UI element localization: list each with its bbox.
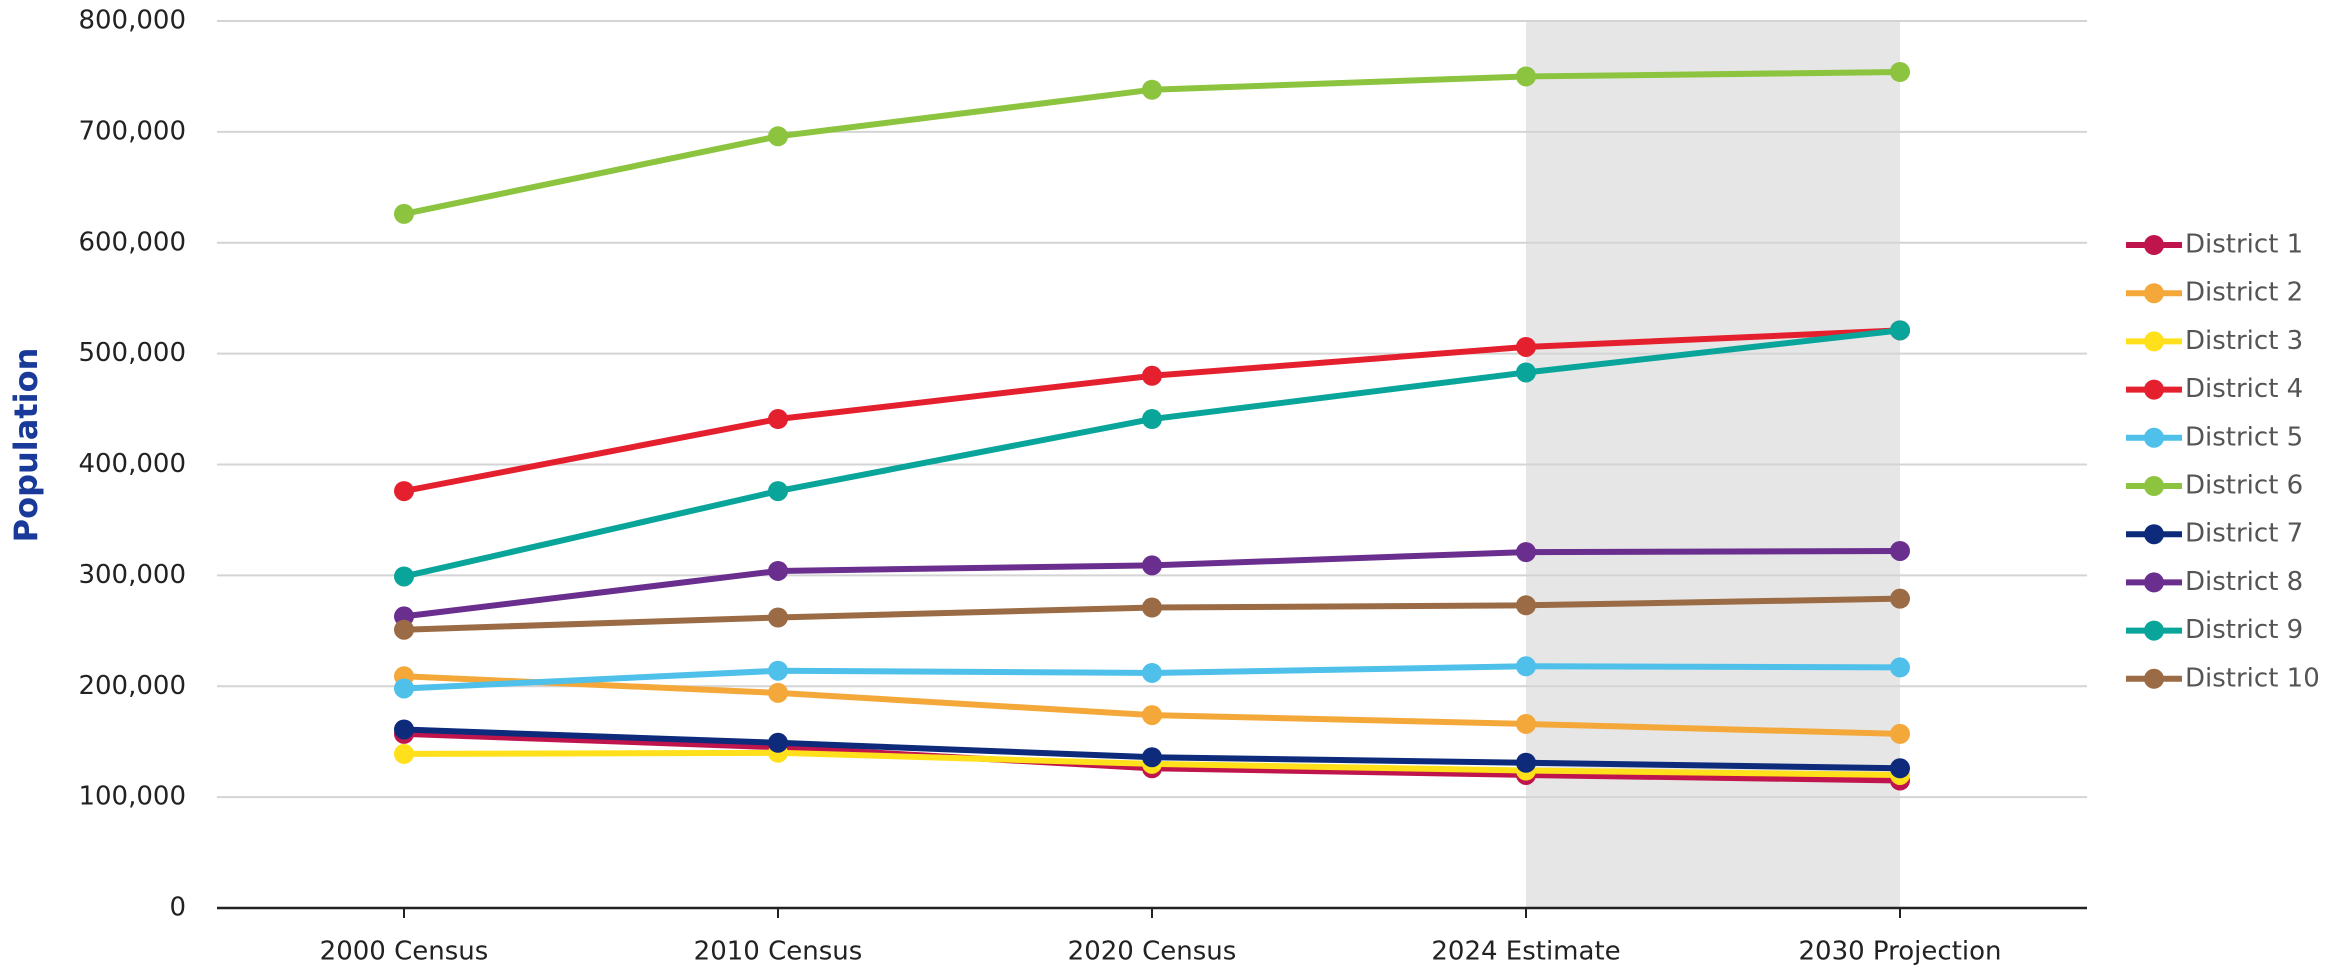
data-point — [394, 203, 414, 224]
data-point — [1142, 409, 1162, 430]
legend-label: District 5 — [2185, 422, 2303, 452]
legend-marker — [2144, 427, 2164, 448]
y-tick-label: 600,000 — [78, 227, 186, 257]
data-point — [1890, 588, 1910, 609]
legend-marker — [2144, 235, 2164, 255]
data-point — [768, 682, 788, 703]
legend-label: District 10 — [2185, 663, 2320, 693]
data-point — [1516, 66, 1536, 87]
legend-marker — [2144, 572, 2164, 593]
data-point — [768, 607, 788, 628]
data-point — [1890, 657, 1910, 678]
data-point — [1516, 542, 1536, 563]
y-tick-label: 300,000 — [78, 560, 186, 590]
legend-label: District 8 — [2185, 567, 2303, 597]
data-point — [768, 126, 788, 147]
data-point — [1516, 752, 1536, 773]
legend-marker — [2144, 379, 2164, 400]
x-tick-label: 2030 Projection — [1799, 937, 2002, 967]
data-point — [1142, 365, 1162, 386]
data-point — [1890, 540, 1910, 561]
data-point — [1516, 656, 1536, 677]
data-point — [1516, 336, 1536, 357]
y-tick-label: 200,000 — [78, 671, 186, 701]
data-point — [768, 732, 788, 753]
data-point — [768, 660, 788, 681]
x-tick-label: 2024 Estimate — [1431, 937, 1620, 967]
legend-marker — [2144, 668, 2164, 689]
data-point — [768, 481, 788, 502]
y-tick-label: 400,000 — [78, 449, 186, 479]
data-point — [394, 743, 414, 764]
legend-label: District 9 — [2185, 615, 2303, 645]
data-point — [768, 560, 788, 581]
y-tick-label: 100,000 — [78, 782, 186, 812]
data-point — [394, 619, 414, 640]
legend-label: District 4 — [2185, 374, 2303, 404]
data-point — [1142, 597, 1162, 618]
data-point — [1142, 79, 1162, 100]
legend-label: District 1 — [2185, 230, 2303, 260]
y-tick-label: 0 — [169, 893, 186, 923]
data-point — [1142, 555, 1162, 576]
data-point — [1516, 713, 1536, 734]
data-point — [768, 409, 788, 430]
legend-marker — [2144, 524, 2164, 545]
data-point — [1890, 320, 1910, 341]
legend-marker — [2144, 476, 2164, 496]
legend-marker — [2144, 331, 2164, 352]
data-point — [394, 678, 414, 699]
legend-marker — [2144, 620, 2164, 641]
data-point — [394, 566, 414, 587]
data-point — [1142, 747, 1162, 768]
legend-marker — [2144, 283, 2164, 304]
data-point — [1142, 662, 1162, 683]
legend-label: District 3 — [2185, 326, 2303, 356]
data-point — [1890, 758, 1910, 779]
data-point — [1516, 362, 1536, 383]
y-tick-label: 700,000 — [78, 116, 186, 146]
data-point — [1890, 723, 1910, 744]
data-point — [394, 481, 414, 502]
legend-label: District 2 — [2185, 278, 2303, 308]
y-tick-label: 800,000 — [78, 6, 186, 36]
legend-label: District 7 — [2185, 519, 2303, 549]
legend-label: District 6 — [2185, 471, 2303, 501]
data-point — [394, 719, 414, 740]
y-axis-label: Population — [7, 348, 45, 543]
x-tick-label: 2000 Census — [320, 937, 489, 967]
x-tick-label: 2010 Census — [694, 937, 863, 967]
data-point — [1516, 595, 1536, 616]
y-tick-label: 500,000 — [78, 338, 186, 368]
data-point — [1142, 705, 1162, 726]
x-tick-label: 2020 Census — [1068, 937, 1237, 967]
data-point — [1890, 62, 1910, 83]
